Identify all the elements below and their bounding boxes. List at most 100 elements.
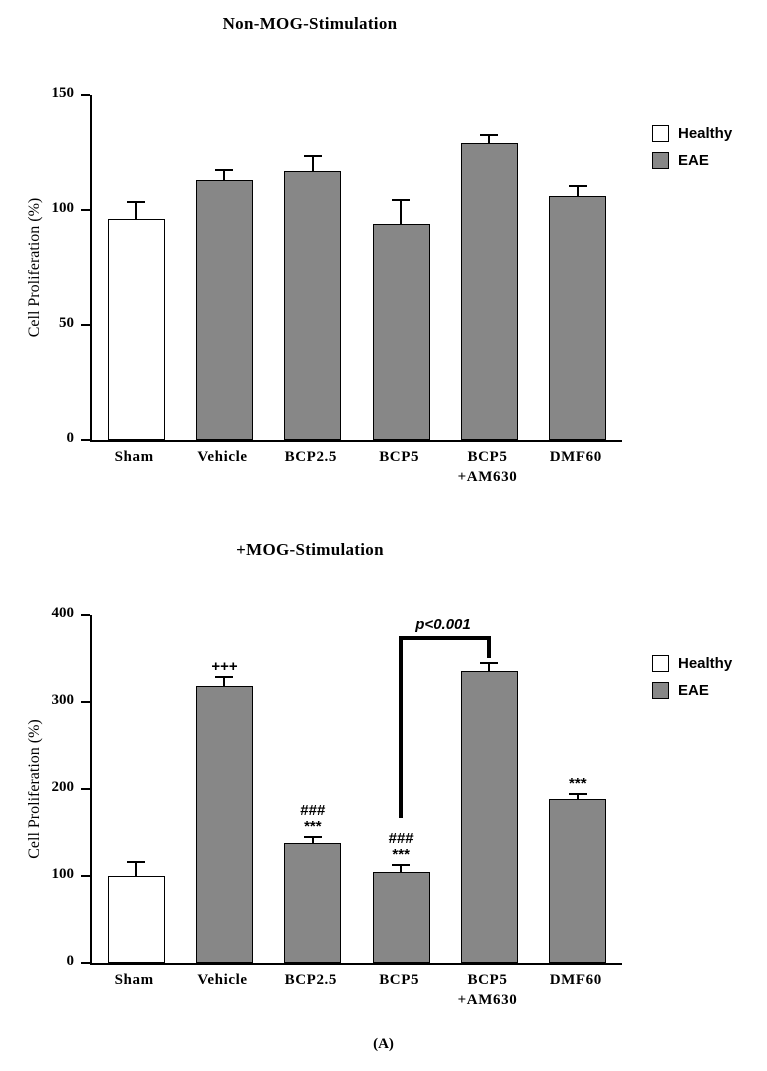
bar-rect	[195, 686, 253, 963]
bar-rect	[284, 842, 342, 963]
bar-rect	[460, 143, 518, 440]
x-axis-labels: Sham Vehicle BCP2.5 BCP5 BCP5 +AM630 DMF60	[90, 971, 620, 1010]
error-bar-line	[311, 157, 314, 171]
bar-rect	[372, 223, 430, 440]
legend-swatch	[652, 125, 669, 142]
bar-bcp5-+am630	[445, 95, 533, 440]
bar-vehicle	[180, 95, 268, 440]
y-tick-mark	[81, 701, 90, 703]
error-bar	[480, 661, 499, 671]
error-bar-line	[488, 663, 491, 671]
x-category-label: Sham	[114, 449, 154, 465]
y-tick-mark	[81, 94, 90, 96]
bar-rect	[460, 670, 518, 963]
legend-swatch	[652, 655, 669, 672]
error-bar	[127, 201, 146, 220]
y-tick-label: 200	[51, 779, 75, 795]
plot-area: 0 100 200 300 400 +++ ### *** ### *** *** p<0.0…	[52, 605, 622, 969]
error-bar-line	[400, 200, 403, 224]
y-tick-mark	[81, 875, 90, 877]
y-tick-mark	[81, 324, 90, 326]
error-bar	[480, 134, 499, 144]
y-tick-mark	[81, 614, 90, 616]
legend-label: EAE	[678, 152, 709, 169]
bar-rect	[549, 799, 607, 963]
significance-annotation: ***	[569, 775, 587, 793]
error-bar-line	[223, 170, 226, 181]
error-bar-line	[576, 795, 579, 800]
x-category-label: BCP5	[379, 449, 420, 465]
bars: +++ ### *** ### *** ***	[92, 615, 622, 963]
y-tick-label: 0	[66, 430, 75, 446]
y-axis-ticks: 0 50 100 150	[52, 85, 622, 446]
bar-rect	[107, 219, 165, 440]
legend-entry-eae: EAE	[652, 682, 732, 699]
y-tick-mark	[81, 788, 90, 790]
x-category-label: BCP5	[379, 972, 420, 988]
legend-label: Healthy	[678, 125, 733, 142]
y-tick-mark	[81, 439, 90, 441]
y-tick-label: 300	[51, 692, 75, 708]
bar-rect	[372, 871, 430, 963]
legend: Healthy EAE	[652, 655, 732, 709]
bar-rect	[549, 196, 607, 440]
y-tick-label: 100	[51, 866, 75, 882]
bar-bcp5	[357, 95, 445, 440]
bar-rect	[107, 876, 165, 963]
x-category-label: Vehicle	[197, 449, 248, 465]
bar-bcp2.5: ### ***	[269, 615, 357, 963]
bar-dmf60	[534, 95, 622, 440]
error-bar	[392, 863, 411, 872]
x-category-label: BCP2.5	[284, 449, 337, 465]
error-bar	[568, 793, 587, 800]
bar-sham	[92, 615, 180, 963]
y-tick-label: 50	[59, 315, 74, 331]
error-bar	[127, 860, 146, 876]
legend-label: Healthy	[678, 655, 733, 672]
error-bar-line	[135, 203, 138, 220]
bar-bcp5-+am630	[445, 615, 533, 963]
significance-annotation: ### ***	[388, 830, 414, 863]
legend-label: EAE	[678, 682, 709, 699]
significance-annotation: +++	[211, 657, 238, 675]
error-bar-line	[135, 862, 138, 876]
y-tick-label: 150	[51, 85, 75, 101]
chart-title: +MOG-Stimulation	[236, 540, 384, 559]
y-tick-label: 400	[51, 605, 75, 621]
x-category-label: BCP5 +AM630	[457, 449, 518, 485]
x-category-label: BCP2.5	[284, 972, 337, 988]
error-bar-line	[311, 837, 314, 843]
bar-vehicle: +++	[180, 615, 268, 963]
error-bar-line	[488, 136, 491, 144]
error-bar	[392, 198, 411, 224]
error-bar	[215, 168, 234, 181]
legend-swatch	[652, 152, 669, 169]
legend-entry-healthy: Healthy	[652, 655, 732, 672]
error-bar-line	[576, 187, 579, 197]
bar-rect	[284, 170, 342, 440]
legend: Healthy EAE	[652, 125, 732, 179]
bars	[92, 95, 622, 440]
plot-area: 0 50 100 150	[52, 85, 622, 446]
bar-sham	[92, 95, 180, 440]
legend-entry-eae: EAE	[652, 152, 732, 169]
legend-swatch	[652, 682, 669, 699]
y-tick-label: 0	[66, 953, 75, 969]
chart-mog-stimulation: +MOG-Stimulation Cell Proliferation (%) …	[0, 530, 767, 1035]
error-bar	[215, 675, 234, 687]
bar-dmf60: ***	[534, 615, 622, 963]
x-category-label: BCP5 +AM630	[457, 972, 518, 1008]
y-tick-label: 100	[51, 200, 75, 216]
legend-entry-healthy: Healthy	[652, 125, 732, 142]
y-axis-ticks: 0 100 200 300 400	[52, 605, 622, 969]
panel-label: (A)	[373, 1036, 394, 1052]
x-category-label: DMF60	[549, 972, 602, 988]
error-bar	[568, 185, 587, 197]
y-tick-mark	[81, 962, 90, 964]
error-bar-line	[400, 865, 403, 872]
y-tick-mark	[81, 209, 90, 211]
bar-rect	[195, 180, 253, 440]
bar-bcp2.5	[269, 95, 357, 440]
x-category-label: Vehicle	[197, 972, 248, 988]
